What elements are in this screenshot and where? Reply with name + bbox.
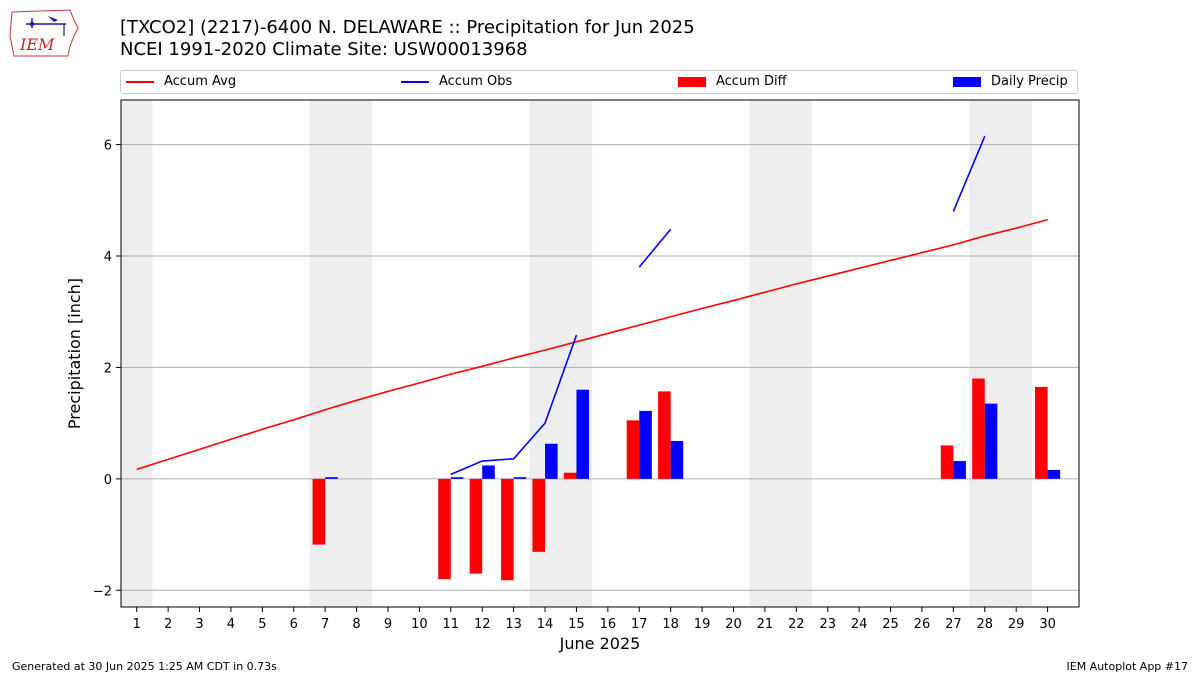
legend: Accum Avg Accum Obs Accum Diff Daily Pre… <box>120 70 1078 94</box>
x-tick-label-8: 8 <box>352 617 360 632</box>
accum-diff-bar-day-11 <box>438 478 451 580</box>
x-tick-label-25: 25 <box>882 617 899 632</box>
weather-station-icon <box>26 16 66 36</box>
accum-obs-line-1 <box>450 334 578 476</box>
daily-precip-bar-day-14 <box>545 443 558 479</box>
x-tick-label-19: 19 <box>694 617 711 632</box>
daily-precip-bar-day-12 <box>482 465 495 479</box>
daily-precip-bar-day-13 <box>513 477 527 479</box>
weekend-band-1 <box>121 100 153 607</box>
chart-title: [TXCO2] (2217)-6400 N. DELAWARE :: Preci… <box>120 17 695 38</box>
x-tick-label-4: 4 <box>227 617 235 632</box>
x-axis-label: June 2025 <box>559 634 641 653</box>
legend-swatch-accum-diff <box>678 76 706 87</box>
x-tick-label-27: 27 <box>945 617 962 632</box>
x-tick-label-7: 7 <box>321 617 329 632</box>
x-tick-label-26: 26 <box>914 617 931 632</box>
accum-diff-bar-day-27 <box>940 445 954 479</box>
x-tick-label-1: 1 <box>133 617 141 632</box>
x-tick-label-3: 3 <box>195 617 203 632</box>
y-tick-label-0: 0 <box>104 473 112 488</box>
x-tick-label-16: 16 <box>600 617 617 632</box>
x-tick-label-12: 12 <box>474 617 491 632</box>
x-tick-label-18: 18 <box>662 617 679 632</box>
accum-diff-bar-day-18 <box>658 391 671 479</box>
legend-item-accum-avg: Accum Avg <box>126 74 236 89</box>
weekend-band-5 <box>969 100 1032 607</box>
weekend-band-4 <box>749 100 813 607</box>
x-tick-label-28: 28 <box>976 617 993 632</box>
x-tick-label-6: 6 <box>290 617 298 632</box>
accum-diff-bar-day-15 <box>563 472 577 479</box>
iowa-state-outline-icon <box>9 9 79 57</box>
x-tick-label-14: 14 <box>537 617 554 632</box>
legend-label-accum-avg: Accum Avg <box>164 74 237 89</box>
y-tick-label--2: −2 <box>93 584 112 599</box>
x-tick-label-13: 13 <box>505 617 522 632</box>
accum-diff-bar-day-7 <box>312 478 326 545</box>
legend-item-accum-diff: Accum Diff <box>678 74 787 89</box>
daily-precip-bar-day-30 <box>1047 469 1061 479</box>
x-tick-label-24: 24 <box>851 617 868 632</box>
accum-diff-bar-day-12 <box>469 478 483 574</box>
footer-app: IEM Autoplot App #17 <box>1066 660 1189 673</box>
x-tick-label-15: 15 <box>568 617 585 632</box>
legend-label-accum-diff: Accum Diff <box>716 74 787 89</box>
accum-obs-line-2 <box>638 228 672 268</box>
x-tick-label-10: 10 <box>411 617 428 632</box>
logo-text: IEM <box>19 35 55 54</box>
daily-precip-bar-day-17 <box>639 410 652 479</box>
daily-precip-bar-day-11 <box>450 477 464 479</box>
legend-item-accum-obs: Accum Obs <box>401 74 512 89</box>
x-tick-label-5: 5 <box>258 617 266 632</box>
x-tick-label-29: 29 <box>1008 617 1025 632</box>
plot-frame <box>120 99 1080 608</box>
daily-precip-bar-day-7 <box>325 477 338 479</box>
daily-precip-bar-day-27 <box>953 461 966 479</box>
chart-subtitle: NCEI 1991-2020 Climate Site: USW00013968 <box>120 39 528 60</box>
y-tick-label-2: 2 <box>104 361 112 376</box>
y-tick-label-4: 4 <box>104 250 112 265</box>
legend-label-daily-precip: Daily Precip <box>991 74 1068 89</box>
x-tick-label-21: 21 <box>757 617 774 632</box>
y-tick-label-6: 6 <box>104 139 112 154</box>
legend-label-accum-obs: Accum Obs <box>439 74 513 89</box>
footer-generated: Generated at 30 Jun 2025 1:25 AM CDT in … <box>12 660 277 673</box>
legend-swatch-accum-obs <box>401 80 429 83</box>
x-tick-label-22: 22 <box>788 617 805 632</box>
x-tick-label-30: 30 <box>1039 617 1056 632</box>
accum-diff-bar-day-13 <box>501 478 514 581</box>
legend-swatch-daily-precip <box>953 76 981 87</box>
x-tick-label-17: 17 <box>631 617 648 632</box>
accum-diff-bar-day-17 <box>626 420 640 479</box>
iem-logo: IEM <box>9 9 79 57</box>
x-tick-label-9: 9 <box>384 617 392 632</box>
daily-precip-bar-day-15 <box>576 389 590 479</box>
y-axis-label: Precipitation [inch] <box>65 278 84 429</box>
x-tick-label-20: 20 <box>725 617 742 632</box>
accum-obs-line-3 <box>952 135 986 212</box>
daily-precip-bar-day-28 <box>984 403 998 479</box>
x-tick-label-11: 11 <box>443 617 460 632</box>
accum-diff-bar-day-28 <box>972 378 985 479</box>
legend-swatch-accum-avg <box>126 80 154 83</box>
accum-avg-line <box>136 219 1048 471</box>
legend-item-daily-precip: Daily Precip <box>953 74 1068 89</box>
daily-precip-bar-day-18 <box>670 440 684 479</box>
x-tick-label-2: 2 <box>164 617 172 632</box>
x-tick-label-23: 23 <box>819 617 836 632</box>
accum-diff-bar-day-14 <box>532 478 546 552</box>
accum-diff-bar-day-30 <box>1035 386 1048 479</box>
